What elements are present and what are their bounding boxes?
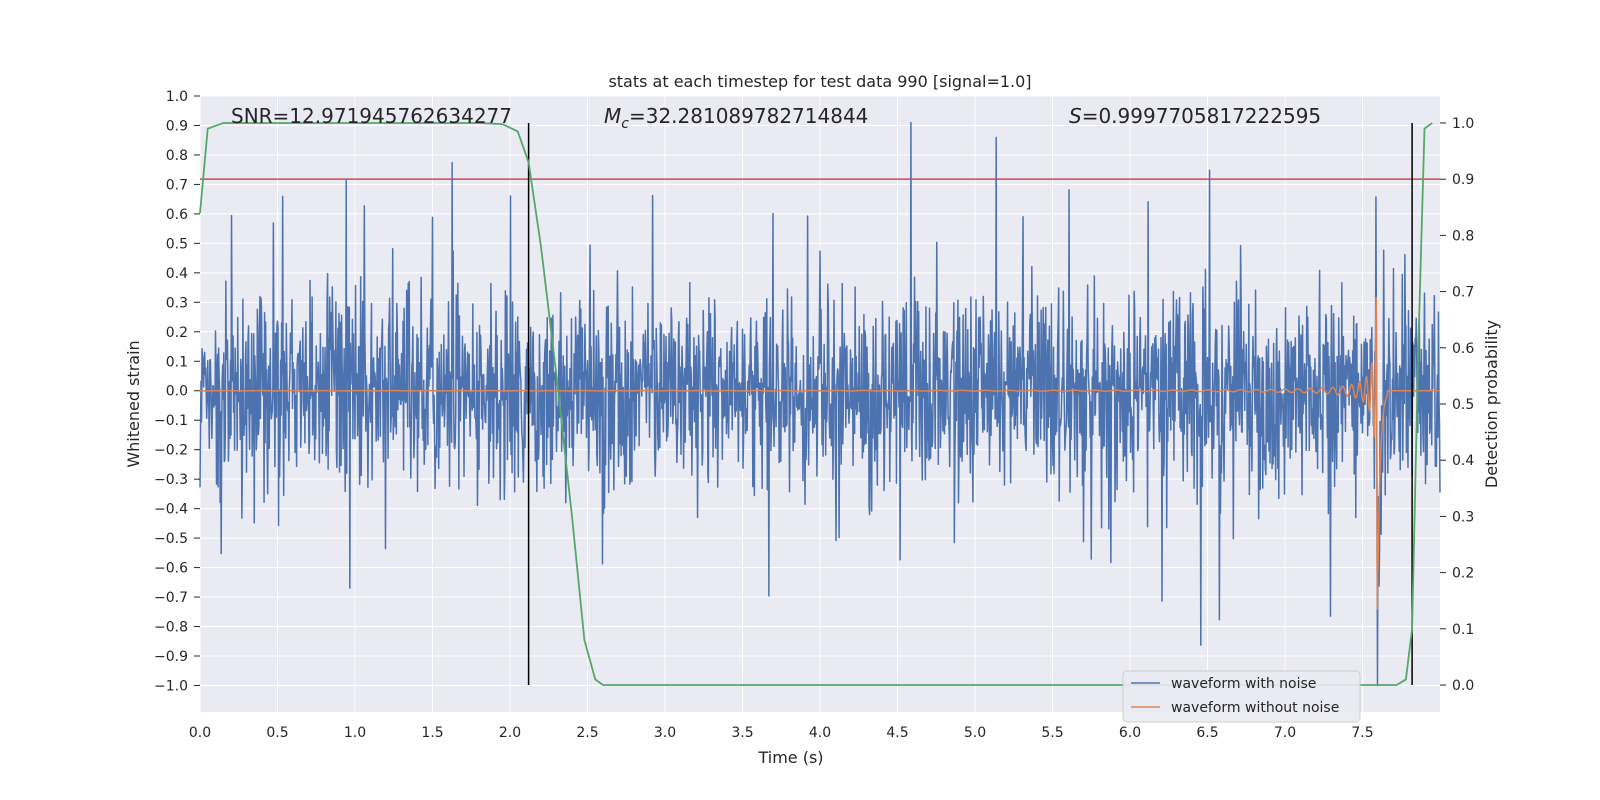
x-tick-label: 4.0	[809, 725, 831, 741]
x-axis-label: Time (s)	[757, 748, 823, 767]
y2-tick-label: 0.7	[1452, 285, 1474, 301]
x-tick-label: 4.5	[886, 725, 908, 741]
y2-tick-label: 1.0	[1452, 116, 1474, 132]
x-tick-label: 5.5	[1041, 725, 1063, 741]
y-tick-label: 0.2	[166, 325, 188, 341]
score-value: =0.9997705817222595	[1082, 104, 1321, 128]
x-axis-ticks: 0.0 0.5 1.0 1.5 2.0 2.5 3.0 3.5 4.0 4.5 5.0 5.5 6.0 6…	[189, 725, 1374, 741]
y2-tick-label: 0.4	[1452, 453, 1474, 469]
y-tick-label: 0.9	[166, 118, 188, 134]
plot-area	[199, 121, 1441, 687]
y-tick-label: 1.0	[166, 89, 188, 105]
score-symbol: S	[1069, 104, 1082, 128]
snr-annotation: SNR=12.971945762634277	[231, 104, 512, 128]
y-tick-label: −0.4	[154, 502, 188, 518]
y2-axis-label: Detection probability	[1482, 320, 1501, 488]
x-tick-label: 3.0	[654, 725, 676, 741]
y-tick-label: −0.3	[154, 472, 188, 488]
x-tick-label: 6.5	[1196, 725, 1218, 741]
y-tick-label: −0.5	[154, 531, 188, 547]
x-tick-label: 1.5	[421, 725, 443, 741]
y-axis-ticks: 1.0 0.9 0.8 0.7 0.6 0.5 0.4 0.3 0.2 0.1 0.0 −0.1 −0.…	[154, 89, 200, 694]
y-tick-label: −0.8	[154, 620, 188, 636]
chart-title: stats at each timestep for test data 990…	[608, 72, 1031, 91]
legend-box	[1122, 670, 1361, 723]
y-tick-label: 0.8	[166, 148, 188, 164]
score-annotation: S=0.9997705817222595	[1069, 104, 1321, 128]
x-tick-label: 2.0	[499, 725, 521, 741]
y-axis-label: Whitened strain	[124, 340, 143, 467]
chirp-mass-symbol: M	[604, 104, 621, 128]
x-tick-label: 7.5	[1351, 725, 1373, 741]
series-clean-waveform	[199, 296, 1440, 610]
y2-tick-label: 0.3	[1452, 509, 1474, 525]
y2-tick-label: 0.8	[1452, 228, 1474, 244]
y2-axis-ticks: 1.0 0.9 0.8 0.7 0.6 0.5 0.4 0.3 0.2 0.1 0.0	[1440, 116, 1474, 694]
chirp-mass-subscript: c	[621, 116, 629, 132]
x-tick-label: 0.5	[266, 725, 288, 741]
y-tick-label: 0.0	[166, 384, 188, 400]
y-tick-label: 0.7	[166, 177, 188, 193]
y-tick-label: 0.5	[166, 236, 188, 252]
y2-tick-label: 0.5	[1452, 397, 1474, 413]
series-detection-probability	[199, 122, 1433, 686]
y-tick-label: −0.9	[154, 649, 188, 665]
y-tick-label: 0.3	[166, 295, 188, 311]
y-tick-label: −0.1	[154, 413, 188, 429]
chirp-mass-annotation: Mc=32.281089782714844	[604, 104, 868, 132]
y-tick-label: 0.6	[166, 207, 188, 223]
x-tick-label: 7.0	[1274, 725, 1296, 741]
y2-tick-label: 0.0	[1452, 678, 1474, 694]
y2-tick-label: 0.2	[1452, 566, 1474, 582]
x-tick-label: 5.0	[964, 725, 986, 741]
y-tick-label: −0.6	[154, 561, 188, 577]
legend: waveform with noise waveform without noi…	[1122, 670, 1361, 723]
series-noisy-waveform	[199, 121, 1441, 687]
y2-tick-label: 0.9	[1452, 172, 1474, 188]
y-tick-label: 0.1	[166, 354, 188, 370]
y-tick-label: −0.2	[154, 443, 188, 459]
x-tick-label: 6.0	[1119, 725, 1141, 741]
y-tick-label: 0.4	[166, 266, 188, 282]
x-tick-label: 3.5	[731, 725, 753, 741]
y2-tick-label: 0.1	[1452, 622, 1474, 638]
legend-label-clean: waveform without noise	[1171, 700, 1339, 716]
y-tick-label: −0.7	[154, 590, 188, 606]
x-tick-label: 1.0	[344, 725, 366, 741]
legend-label-noisy: waveform with noise	[1171, 676, 1316, 692]
x-tick-label: 2.5	[576, 725, 598, 741]
y2-tick-label: 0.6	[1452, 341, 1474, 357]
y-tick-label: −1.0	[154, 678, 188, 694]
chirp-mass-value: =32.281089782714844	[629, 104, 868, 128]
x-tick-label: 0.0	[189, 725, 211, 741]
